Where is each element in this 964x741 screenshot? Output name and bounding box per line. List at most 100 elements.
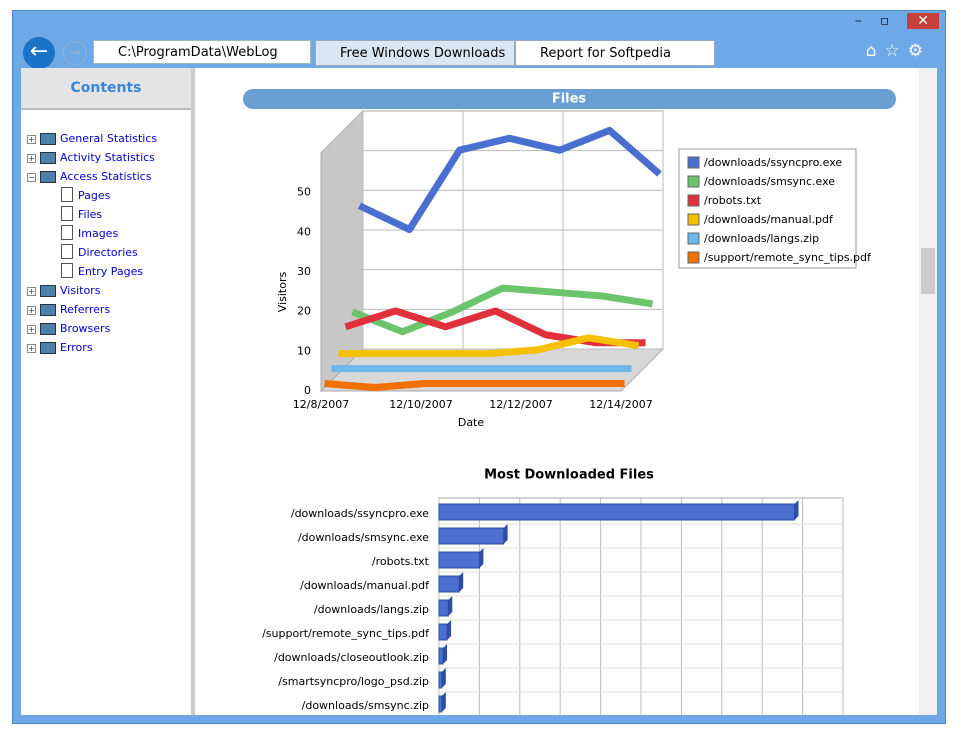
series-line [357, 126, 662, 234]
tree-label[interactable]: Entry Pages [78, 265, 144, 278]
legend-swatch [687, 194, 700, 207]
tree-item[interactable]: Files [61, 206, 103, 221]
y-tick-label: 30 [297, 265, 311, 278]
tree-item[interactable]: Entry Pages [61, 263, 144, 278]
y-axis-label: Visitors [276, 272, 289, 313]
bar-side [503, 524, 508, 544]
tree-label[interactable]: Images [78, 227, 119, 240]
expander[interactable]: + [27, 305, 36, 315]
tree-item[interactable]: − Access Statistics [27, 170, 151, 183]
book-icon [40, 304, 56, 316]
book-icon [40, 323, 56, 335]
tree-item[interactable]: Directories [61, 244, 138, 259]
bar [438, 695, 443, 713]
tree-item[interactable]: + General Statistics [27, 132, 157, 145]
legend-swatch [687, 175, 700, 188]
tree-label[interactable]: Directories [78, 246, 138, 259]
section-header [243, 89, 896, 109]
expander[interactable]: + [27, 286, 36, 296]
y-tick-label: /downloads/smsync.exe [298, 531, 429, 544]
bar [438, 671, 443, 689]
legend-label: /downloads/ssyncpro.exe [704, 156, 842, 169]
y-tick-label: 20 [297, 305, 311, 318]
x-tick-label: 12/12/2007 [489, 398, 552, 411]
tree-label[interactable]: Browsers [60, 322, 111, 335]
bar [438, 503, 796, 521]
tree-label[interactable]: Pages [78, 189, 111, 202]
series-line [338, 334, 640, 358]
x-tick-label: 12/14/2007 [589, 398, 652, 411]
series-line [324, 380, 625, 391]
legend-box [678, 148, 857, 269]
toolbar-icons[interactable]: ⌂☆⚙ [865, 41, 931, 61]
bar [438, 623, 448, 641]
y-tick-label: /downloads/smsync.zip [302, 699, 429, 712]
tree-label[interactable]: Visitors [60, 284, 101, 297]
page-icon [61, 244, 73, 259]
legend-swatch [687, 232, 700, 245]
tab[interactable]: Free Windows Downloads - So... [315, 40, 515, 87]
bar [438, 551, 480, 569]
expander[interactable]: + [27, 134, 36, 144]
expander[interactable]: + [27, 153, 36, 163]
left-wall [320, 109, 364, 393]
content: FilesDaily File Access0102030405012/8/20… [195, 68, 919, 715]
expander[interactable]: + [27, 343, 36, 353]
legend-swatch [687, 213, 700, 226]
report: FilesDaily File Access0102030405012/8/20… [243, 89, 896, 715]
tree-label[interactable]: Activity Statistics [60, 151, 155, 164]
expander[interactable]: − [27, 172, 36, 182]
tree-label[interactable]: Errors [60, 341, 93, 354]
x-tick-label: 12/10/2007 [389, 398, 452, 411]
y-tick-label: 10 [297, 344, 311, 357]
bar-side [448, 596, 453, 616]
bar [438, 527, 505, 545]
tree-item[interactable]: + Visitors [27, 284, 100, 297]
book-icon [40, 152, 56, 164]
x-tick-label: 12/8/2007 [293, 398, 349, 411]
bar-side [447, 620, 452, 640]
tree-label[interactable]: Files [78, 208, 103, 221]
series-line [344, 307, 646, 347]
legend-label: /robots.txt [704, 194, 762, 207]
bar [438, 599, 449, 617]
page-icon [61, 225, 73, 240]
x-axis-label: Date [458, 416, 485, 429]
back-button[interactable]: ← [23, 37, 55, 69]
address-bar[interactable]: C:\ProgramData\WebLog [93, 40, 311, 64]
tree-item[interactable]: + Activity Statistics [27, 151, 155, 164]
scrollbar[interactable] [919, 68, 937, 715]
sidebar: Contents + General Statistics + Activity Sta… [21, 68, 195, 715]
tree-label[interactable]: Referrers [60, 303, 111, 316]
page-icon [61, 187, 73, 202]
tree-item[interactable]: + Referrers [27, 303, 110, 316]
expander[interactable]: + [27, 324, 36, 334]
y-tick-label: /smartsyncpro/logo_psd.zip [278, 675, 429, 688]
bar-side [794, 500, 799, 520]
tree-item[interactable]: + Errors [27, 341, 93, 354]
chart-title: Most Downloaded Files [484, 468, 654, 483]
legend-label: /downloads/langs.zip [704, 232, 819, 245]
tree-label[interactable]: Access Statistics [60, 170, 152, 183]
y-tick-label: 0 [304, 384, 311, 397]
page-icon [61, 206, 73, 221]
y-tick-label: /robots.txt [372, 555, 430, 568]
legend-label: /downloads/smsync.exe [704, 175, 835, 188]
tab[interactable]: Report for Softpedia [515, 40, 715, 66]
legend-label: /support/remote_sync_tips.pdf [704, 251, 872, 264]
sidebar-title: Contents [21, 68, 191, 110]
y-tick-label: 40 [297, 225, 311, 238]
bar [438, 575, 460, 593]
bar-side [441, 692, 446, 712]
tree-item[interactable]: Images [61, 225, 119, 240]
forward-button[interactable]: → [63, 41, 87, 65]
tree-item[interactable]: + Browsers [27, 322, 110, 335]
tree-label[interactable]: General Statistics [60, 132, 158, 145]
legend-swatch [687, 156, 700, 169]
bar-side [459, 572, 464, 592]
bar [438, 647, 444, 665]
tree-item[interactable]: Pages [61, 187, 111, 202]
window-controls[interactable]: –▫ ✕ [855, 13, 939, 29]
legend-swatch [687, 251, 700, 264]
